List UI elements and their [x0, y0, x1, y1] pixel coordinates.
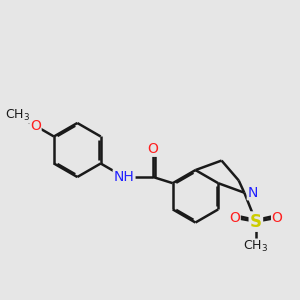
- Text: O: O: [148, 142, 158, 156]
- Text: O: O: [272, 211, 283, 225]
- Text: N: N: [248, 186, 258, 200]
- Text: NH: NH: [114, 170, 134, 184]
- Text: CH$_3$: CH$_3$: [4, 108, 30, 123]
- Text: CH$_3$: CH$_3$: [243, 239, 268, 254]
- Text: O: O: [229, 211, 240, 225]
- Text: S: S: [250, 213, 262, 231]
- Text: O: O: [30, 119, 41, 133]
